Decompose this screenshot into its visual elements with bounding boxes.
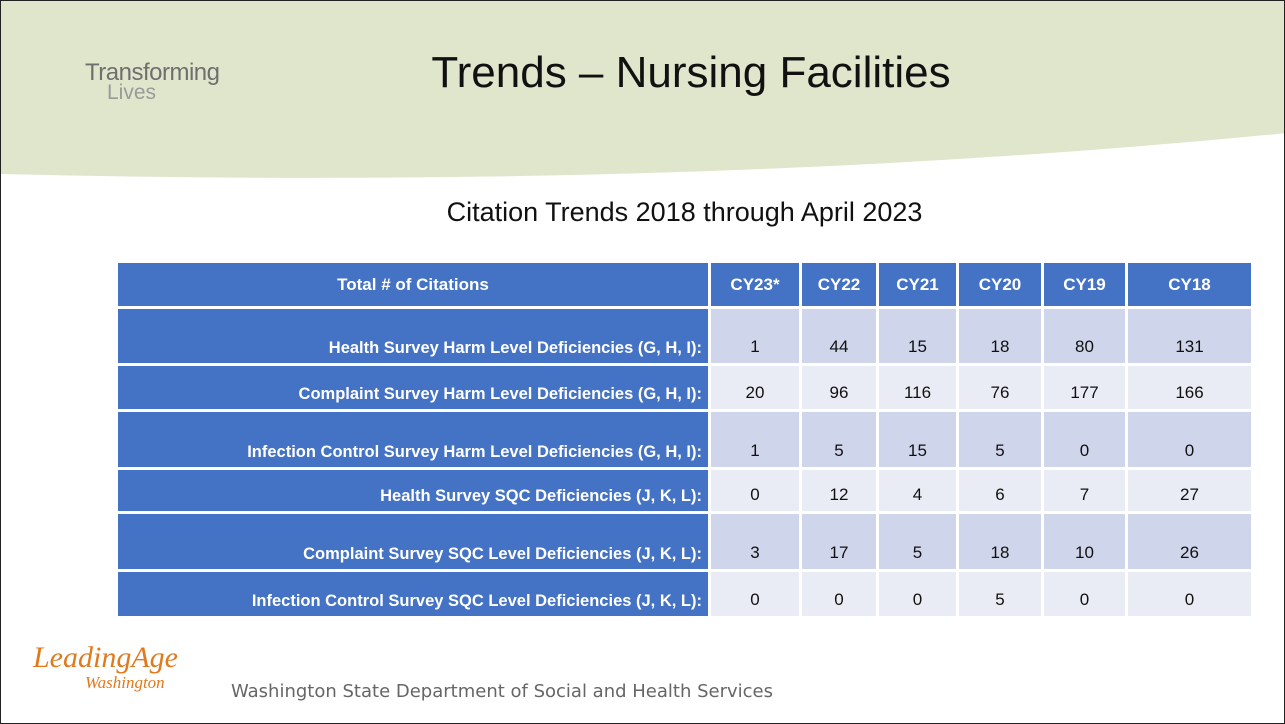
value-cell: 12 xyxy=(802,470,876,511)
value-cell: 76 xyxy=(959,366,1041,409)
footer-text: Washington State Department of Social an… xyxy=(231,681,773,702)
brand-line: Lives xyxy=(107,81,157,104)
value-cell: 7 xyxy=(1044,470,1125,511)
value-cell: 5 xyxy=(959,412,1041,467)
logo: Washington xyxy=(85,673,165,692)
value-cell: 0 xyxy=(1044,572,1125,616)
value-cell: 80 xyxy=(1044,309,1125,363)
value-cell: 27 xyxy=(1128,470,1251,511)
value-cell: 0 xyxy=(711,572,799,616)
column-header: CY18 xyxy=(1128,263,1251,306)
value-cell: 20 xyxy=(711,366,799,409)
slide-title: Trends – Nursing Facilities xyxy=(431,48,951,97)
value-cell: 0 xyxy=(1128,572,1251,616)
row-label: Infection Control Survey Harm Level Defi… xyxy=(118,412,708,467)
column-header: CY21 xyxy=(879,263,956,306)
logo: LeadingAge xyxy=(33,641,178,674)
column-header: CY19 xyxy=(1044,263,1125,306)
header-band xyxy=(1,1,1284,178)
row-label: Complaint Survey Harm Level Deficiencies… xyxy=(118,366,708,409)
value-cell: 0 xyxy=(802,572,876,616)
value-cell: 131 xyxy=(1128,309,1251,363)
value-cell: 5 xyxy=(879,514,956,569)
column-header: Total # of Citations xyxy=(118,263,708,306)
value-cell: 18 xyxy=(959,514,1041,569)
value-cell: 116 xyxy=(879,366,956,409)
row-label: Health Survey SQC Deficiencies (J, K, L)… xyxy=(118,470,708,511)
value-cell: 3 xyxy=(711,514,799,569)
value-cell: 1 xyxy=(711,309,799,363)
value-cell: 0 xyxy=(711,470,799,511)
value-cell: 4 xyxy=(879,470,956,511)
value-cell: 15 xyxy=(879,309,956,363)
value-cell: 26 xyxy=(1128,514,1251,569)
column-header: CY22 xyxy=(802,263,876,306)
column-header: CY23* xyxy=(711,263,799,306)
row-label: Health Survey Harm Level Deficiencies (G… xyxy=(118,309,708,363)
value-cell: 17 xyxy=(802,514,876,569)
value-cell: 15 xyxy=(879,412,956,467)
brand-line: Transforming xyxy=(85,59,220,86)
value-cell: 5 xyxy=(959,572,1041,616)
value-cell: 18 xyxy=(959,309,1041,363)
row-label: Infection Control Survey SQC Level Defic… xyxy=(118,572,708,616)
value-cell: 166 xyxy=(1128,366,1251,409)
value-cell: 96 xyxy=(802,366,876,409)
value-cell: 44 xyxy=(802,309,876,363)
value-cell: 6 xyxy=(959,470,1041,511)
value-cell: 5 xyxy=(802,412,876,467)
value-cell: 1 xyxy=(711,412,799,467)
value-cell: 0 xyxy=(1128,412,1251,467)
value-cell: 0 xyxy=(879,572,956,616)
value-cell: 10 xyxy=(1044,514,1125,569)
value-cell: 177 xyxy=(1044,366,1125,409)
value-cell: 0 xyxy=(1044,412,1125,467)
column-header: CY20 xyxy=(959,263,1041,306)
row-label: Complaint Survey SQC Level Deficiencies … xyxy=(118,514,708,569)
subtitle: Citation Trends 2018 through April 2023 xyxy=(446,197,923,227)
